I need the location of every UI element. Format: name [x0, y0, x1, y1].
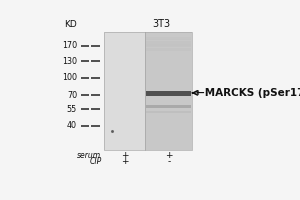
Text: -: - [167, 157, 170, 166]
Text: KD: KD [64, 20, 77, 29]
Text: +: + [121, 151, 128, 160]
Text: 170: 170 [62, 41, 77, 50]
Text: 70: 70 [67, 91, 77, 100]
Bar [104, 32, 192, 150]
Text: 130: 130 [62, 57, 77, 66]
Text: CIP: CIP [89, 157, 101, 166]
Text: serum: serum [77, 151, 101, 160]
Text: 100: 100 [62, 73, 77, 82]
Text: +: + [121, 157, 128, 166]
Text: 55: 55 [67, 105, 77, 114]
Text: 3T3: 3T3 [153, 19, 171, 29]
Text: +: + [165, 151, 172, 160]
Bar [145, 32, 192, 150]
Bar [104, 32, 145, 150]
Text: 40: 40 [67, 121, 77, 130]
Text: ←MARCKS (pSer170): ←MARCKS (pSer170) [193, 88, 300, 98]
